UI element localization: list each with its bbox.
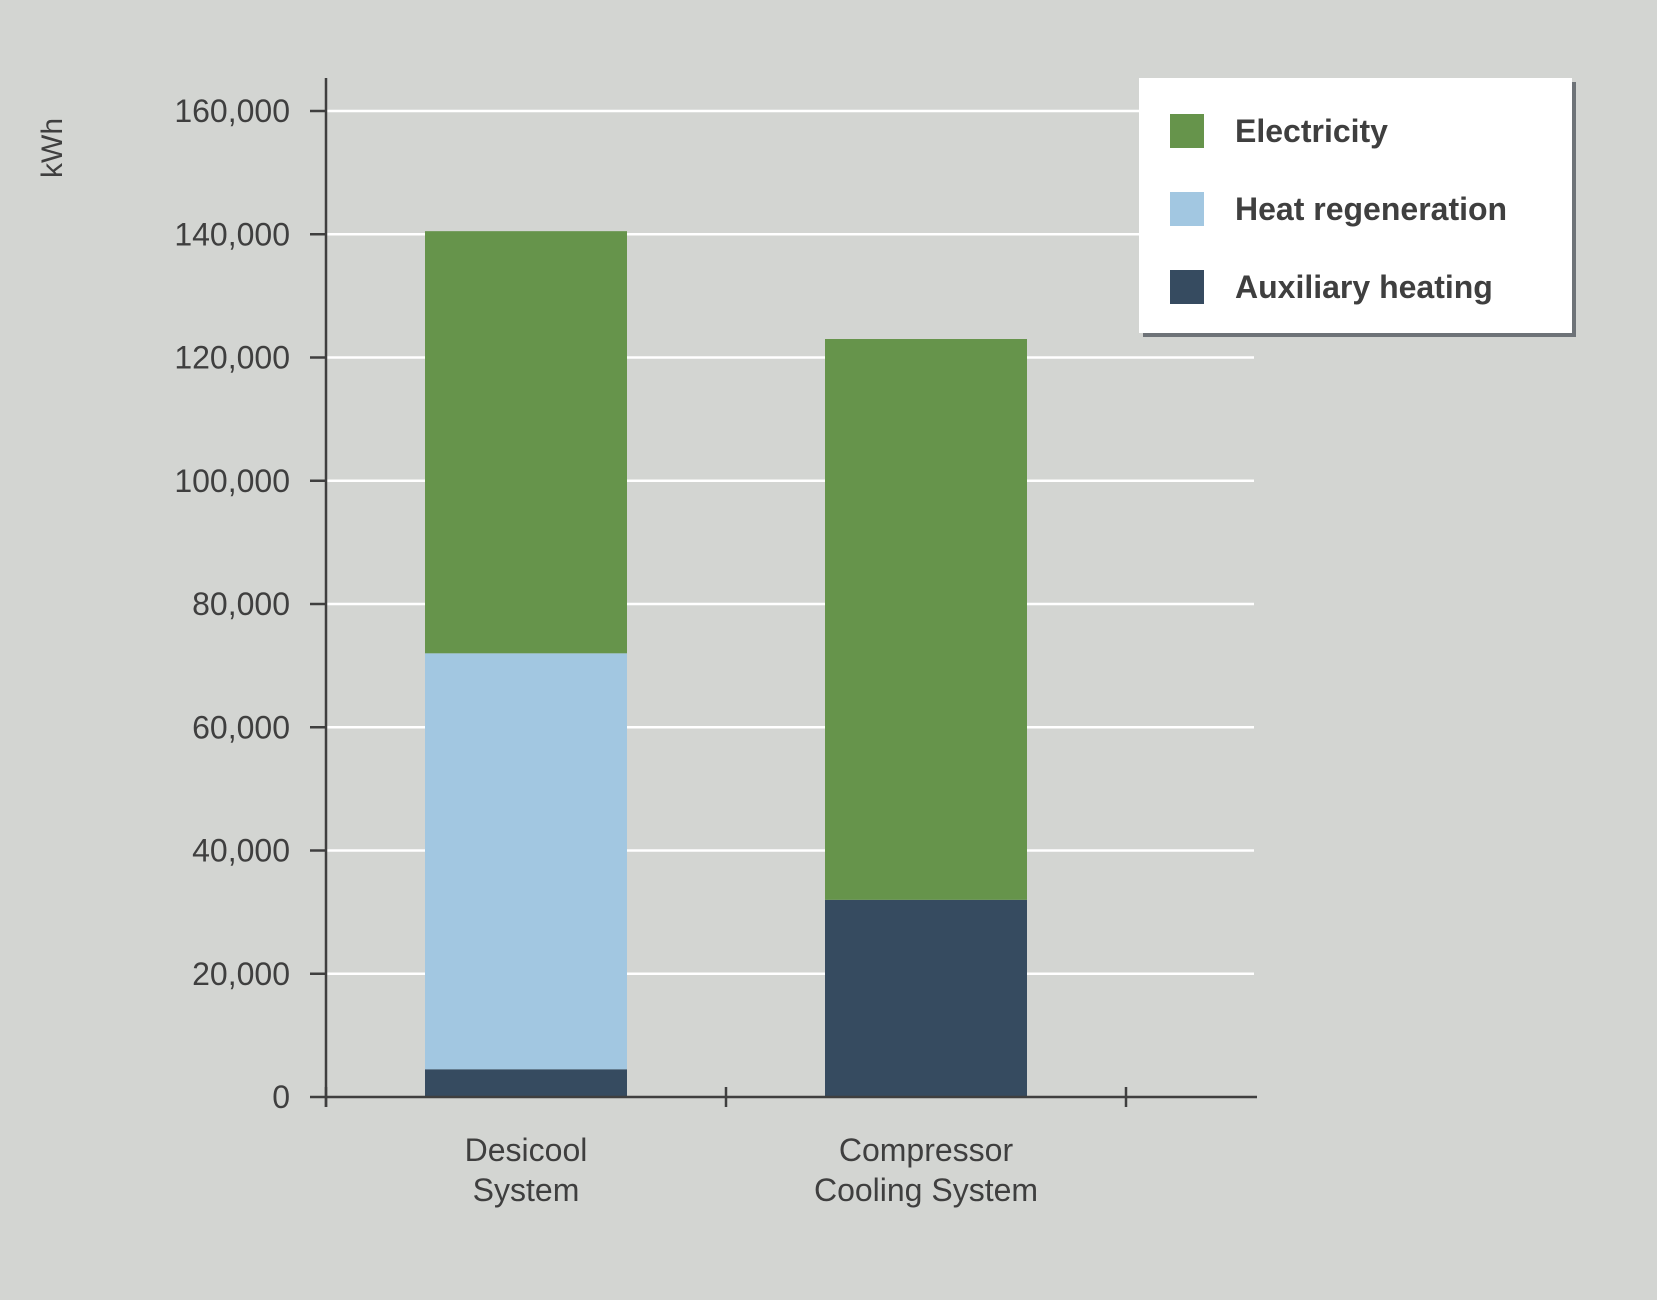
y-tick-label-140000: 140,000 <box>174 216 290 252</box>
bars <box>425 231 1027 1097</box>
legend-swatch-electricity <box>1170 114 1204 148</box>
bar-0-auxiliary-heating <box>425 1069 627 1097</box>
legend-swatch-auxiliary-heating <box>1170 270 1204 304</box>
legend-label-electricity: Electricity <box>1235 113 1388 149</box>
legend-swatch-heat-regeneration <box>1170 192 1204 226</box>
category-label-0-0: Desicool <box>465 1132 588 1168</box>
category-label-1-0: Compressor <box>839 1132 1014 1168</box>
category-label-1-1: Cooling System <box>814 1172 1038 1208</box>
legend-label-auxiliary-heating: Auxiliary heating <box>1235 269 1493 305</box>
legend: Electricity Heat regeneration Auxiliary he… <box>1139 78 1576 337</box>
y-tick-labels: 0 20,000 40,000 60,000 80,000 100,000 120,000 1… <box>174 93 290 1115</box>
y-tick-label-40000: 40,000 <box>192 833 290 869</box>
bar-0-electricity <box>425 231 627 654</box>
legend-box <box>1139 78 1572 333</box>
category-label-0-1: System <box>473 1172 580 1208</box>
category-labels: Desicool System Compressor Cooling System <box>465 1132 1038 1208</box>
y-tick-label-60000: 60,000 <box>192 709 290 745</box>
bar-0-heat-regeneration <box>425 653 627 1070</box>
y-tick-label-80000: 80,000 <box>192 586 290 622</box>
legend-label-heat-regeneration: Heat regeneration <box>1235 191 1507 227</box>
bar-1-auxiliary-heating <box>825 899 1027 1097</box>
y-axis-label: kWh <box>36 118 69 178</box>
bar-1-electricity <box>825 339 1027 900</box>
y-tick-label-0: 0 <box>272 1079 290 1115</box>
y-tick-label-160000: 160,000 <box>174 93 290 129</box>
y-tick-label-120000: 120,000 <box>174 340 290 376</box>
axes <box>310 78 1257 1107</box>
y-tick-label-100000: 100,000 <box>174 463 290 499</box>
y-tick-label-20000: 20,000 <box>192 956 290 992</box>
